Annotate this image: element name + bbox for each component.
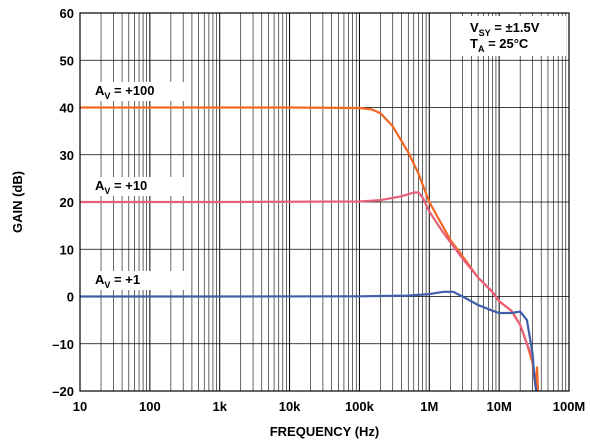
x-tick-label: 1k (212, 399, 227, 414)
x-tick-label: 100 (139, 399, 161, 414)
y-tick-label: –20 (52, 384, 74, 399)
x-axis-title: FREQUENCY (Hz) (270, 424, 380, 439)
y-tick-label: 0 (67, 290, 74, 305)
x-tick-label: 10 (73, 399, 87, 414)
condition-vsy: VSY = ±1.5V (470, 20, 540, 38)
y-tick-label: 60 (60, 6, 74, 21)
condition-ta: TA = 25°C (470, 36, 529, 54)
plot-border (79, 12, 570, 392)
x-tick-label: 10M (486, 399, 511, 414)
y-tick-label: 40 (60, 101, 74, 116)
x-tick-label: 10k (279, 399, 301, 414)
x-tick-label: 100k (345, 399, 375, 414)
series-label: AV = +10 (95, 178, 147, 196)
y-tick-label: –10 (52, 337, 74, 352)
y-tick-label: 50 (60, 53, 74, 68)
series-label: AV = +1 (95, 272, 140, 290)
series-label-bg (92, 271, 184, 290)
series-label-bg (92, 177, 184, 196)
x-tick-label: 100M (553, 399, 586, 414)
conditions-box-bg (461, 16, 566, 56)
y-tick-label: 10 (60, 242, 74, 257)
series-label-bg (92, 82, 184, 101)
series-layer (80, 106, 540, 392)
y-tick-label: 20 (60, 195, 74, 210)
series-line-gain-1 (80, 290, 538, 392)
conditions-box: VSY = ±1.5V TA = 25°C (461, 16, 566, 56)
y-tick-label: 30 (60, 148, 74, 163)
x-tick-label: 1M (420, 399, 438, 414)
series-line-gain-10 (80, 191, 538, 392)
tick-labels: 10 100 1k 10k 100k 1M 10M 100M –20 –10 0 10 20 30 40 50… (52, 6, 585, 414)
y-axis-title: GAIN (dB) (10, 171, 25, 233)
series-label: AV = +100 (95, 83, 155, 101)
series-labels: AV = +100 AV = +10 AV = +1 (92, 82, 184, 290)
